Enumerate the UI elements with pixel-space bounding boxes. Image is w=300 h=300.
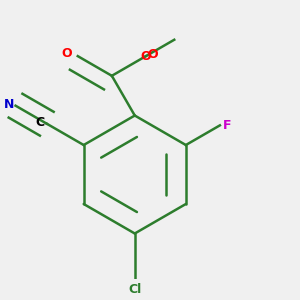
Text: F: F [223,119,232,132]
Text: O: O [61,47,72,60]
Text: Cl: Cl [128,283,141,296]
Text: N: N [4,98,14,111]
Text: O: O [141,50,151,63]
Text: O: O [148,48,158,61]
Text: C: C [35,116,44,129]
